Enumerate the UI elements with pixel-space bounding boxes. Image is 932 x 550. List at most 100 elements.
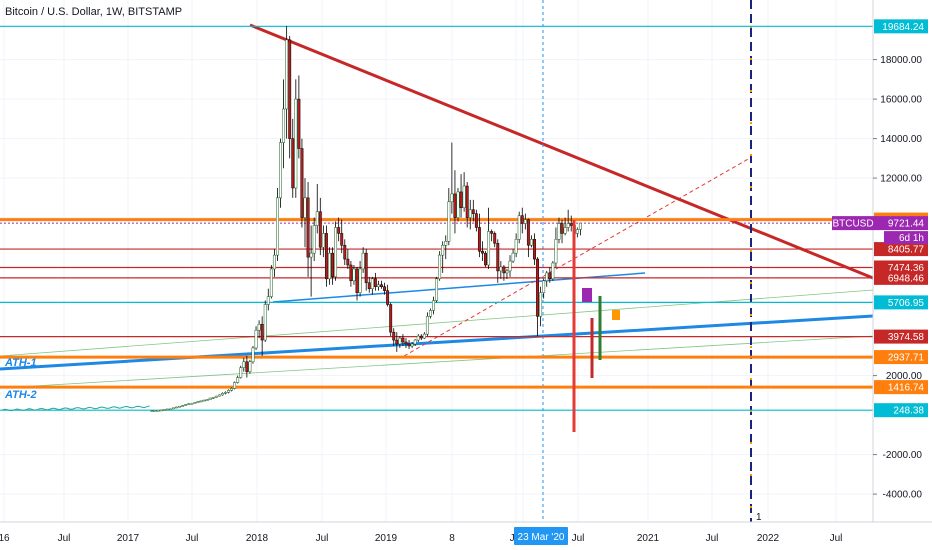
candle-body <box>487 231 491 266</box>
candle-body <box>505 270 509 274</box>
x-tick-label: 2017 <box>117 533 140 544</box>
horizontal-levels <box>0 25 873 411</box>
candle-body <box>474 213 478 228</box>
candle-body <box>364 252 368 284</box>
candle-body <box>425 316 429 335</box>
descending-resistance-line <box>249 23 874 280</box>
candle-body <box>208 397 212 400</box>
candle-body <box>223 392 227 394</box>
candle-body <box>465 185 469 218</box>
y-tick-label: -4000.00 <box>883 490 923 501</box>
candles <box>1 26 582 413</box>
candle-body <box>236 377 240 383</box>
candle-body <box>456 191 460 218</box>
candle-body <box>462 185 466 208</box>
x-tick-label: Jul <box>316 533 329 544</box>
candle-body <box>481 250 484 254</box>
ath-2-trendline <box>0 289 874 357</box>
candle-body <box>523 219 527 224</box>
candle-body <box>248 361 252 372</box>
candle-body <box>416 335 420 341</box>
candle-body <box>193 402 197 404</box>
dashed-red-trendline <box>403 157 751 357</box>
y-tick-label: 14000.00 <box>880 134 922 145</box>
x-tick-label: 2022 <box>757 533 780 544</box>
x-tick-label: Jul <box>706 533 719 544</box>
candle-body <box>178 405 181 408</box>
candle-body <box>444 241 448 246</box>
candle-body <box>517 215 521 240</box>
candle-body <box>233 382 237 389</box>
early-price-history <box>1 405 150 412</box>
candle-body <box>156 410 160 412</box>
candle-body <box>196 401 200 403</box>
candle-body <box>453 193 457 218</box>
candle-body <box>496 243 500 272</box>
ath-1-trendline <box>0 314 874 371</box>
time-axis[interactable]: 16Jul2017Jul2018Jul20198Jul20Jul2021Jul2… <box>0 533 842 544</box>
candle-body <box>542 280 546 293</box>
ath-1-label: ATH-1 <box>4 357 37 369</box>
x-tick-label: Jul <box>830 533 843 544</box>
candle-body <box>380 284 383 287</box>
candle-body <box>150 410 154 413</box>
candle-body <box>395 339 399 345</box>
candle-body <box>165 408 169 411</box>
candle-body <box>459 191 463 208</box>
candle-body <box>511 252 515 262</box>
crosshair-date-badge: 23 Mar '20 <box>514 527 568 545</box>
candle-body <box>285 39 289 110</box>
trend-lines <box>0 0 874 522</box>
candle-body <box>171 407 175 410</box>
candle-body <box>291 138 295 189</box>
chart-title: Bitcoin / U.S. Dollar, 1W, BITSTAMP <box>5 6 182 18</box>
x-tick-label: 2021 <box>637 533 660 544</box>
x-tick-label: 8 <box>449 533 455 544</box>
candle-body <box>410 343 414 347</box>
level-badge <box>874 270 928 285</box>
candle-body <box>373 278 377 287</box>
candle-body <box>554 239 558 264</box>
level-badge-label: 3974.58 <box>888 332 925 343</box>
candle-body <box>435 278 439 301</box>
candle-body <box>533 239 536 260</box>
candle-body <box>429 310 432 317</box>
candle-body <box>526 219 530 246</box>
candle-body <box>401 337 405 343</box>
candle-body <box>190 403 194 405</box>
candle-body <box>199 400 203 403</box>
candle-body <box>422 333 426 339</box>
candle-body <box>563 227 567 234</box>
level-badge-label: 2937.71 <box>888 353 925 364</box>
candle-body <box>303 197 307 218</box>
candle-body <box>352 268 356 282</box>
candle-body <box>536 258 540 317</box>
candle-body <box>282 108 286 143</box>
purple-highlight-box <box>582 288 592 302</box>
candle-body <box>202 399 206 402</box>
candle-body <box>367 282 371 289</box>
candle-body <box>214 395 218 398</box>
candle-body <box>331 252 334 278</box>
symbol-badge <box>832 216 874 231</box>
candle-body <box>340 233 344 246</box>
candle-body <box>211 397 215 399</box>
candle-body <box>254 329 258 349</box>
x-tick-label: Jul <box>572 533 585 544</box>
candle-body <box>484 252 487 266</box>
candle-body <box>557 223 561 240</box>
candle-body <box>321 233 325 248</box>
candle-body <box>309 252 313 258</box>
price-badges: 19684.249898.028405.777474.366948.465706… <box>832 19 928 418</box>
candle-body <box>266 296 270 305</box>
candle-body <box>257 324 261 331</box>
candle-body <box>398 337 402 345</box>
y-tick-label: 12000.00 <box>880 174 922 185</box>
candle-body <box>288 39 292 139</box>
plot-area <box>0 0 873 522</box>
candle-body <box>499 266 503 272</box>
level-badge-label: 7474.36 <box>888 263 925 274</box>
candle-body <box>263 304 267 341</box>
candle-body <box>529 239 533 246</box>
